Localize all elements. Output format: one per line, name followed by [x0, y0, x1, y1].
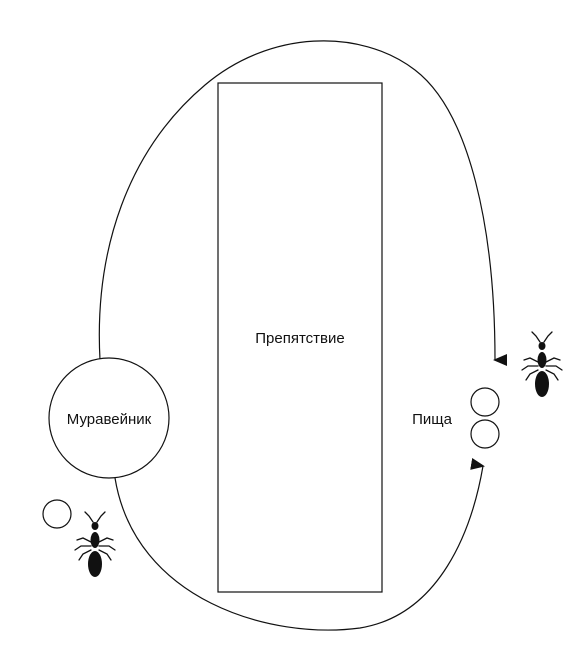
food-pellet-icon — [470, 419, 500, 449]
food-label: Пища — [412, 411, 453, 428]
obstacle-box — [217, 82, 383, 593]
ant-icon — [74, 511, 116, 578]
food-pellet-icon — [470, 387, 500, 417]
upper-path — [98, 40, 508, 366]
obstacle-label: Препятствие — [255, 330, 344, 347]
ant-icon — [521, 331, 563, 398]
carried-food-icon — [42, 499, 72, 529]
lower-path — [114, 458, 485, 631]
nest-circle — [48, 357, 170, 479]
nest-label: Муравейник — [67, 411, 152, 428]
